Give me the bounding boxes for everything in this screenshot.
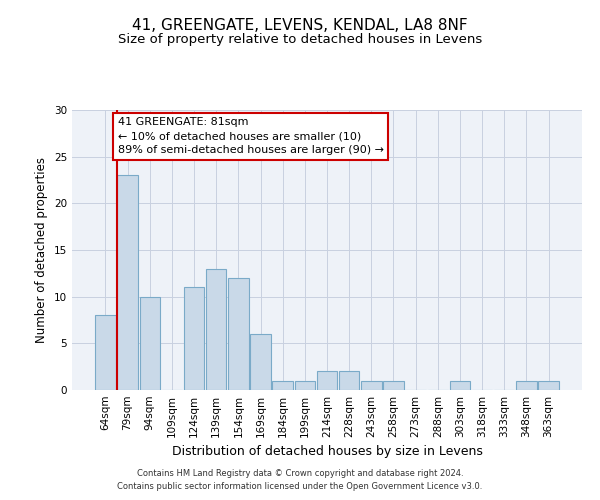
Bar [317,372,337,390]
Bar [538,380,559,390]
Text: 41 GREENGATE: 81sqm
← 10% of detached houses are smaller (10)
89% of semi-detach: 41 GREENGATE: 81sqm ← 10% of detached ho… [118,118,383,156]
Bar [140,296,160,390]
Bar [339,372,359,390]
Bar [516,380,536,390]
Bar [118,176,138,390]
Bar [361,380,382,390]
Text: 41, GREENGATE, LEVENS, KENDAL, LA8 8NF: 41, GREENGATE, LEVENS, KENDAL, LA8 8NF [132,18,468,32]
Bar [272,380,293,390]
Bar [206,268,226,390]
X-axis label: Distribution of detached houses by size in Levens: Distribution of detached houses by size … [172,446,482,458]
Bar [383,380,404,390]
Bar [184,288,204,390]
Bar [295,380,315,390]
Bar [250,334,271,390]
Y-axis label: Number of detached properties: Number of detached properties [35,157,49,343]
Text: Size of property relative to detached houses in Levens: Size of property relative to detached ho… [118,32,482,46]
Text: Contains HM Land Registry data © Crown copyright and database right 2024.: Contains HM Land Registry data © Crown c… [137,468,463,477]
Bar [228,278,248,390]
Text: Contains public sector information licensed under the Open Government Licence v3: Contains public sector information licen… [118,482,482,491]
Bar [95,316,116,390]
Bar [450,380,470,390]
